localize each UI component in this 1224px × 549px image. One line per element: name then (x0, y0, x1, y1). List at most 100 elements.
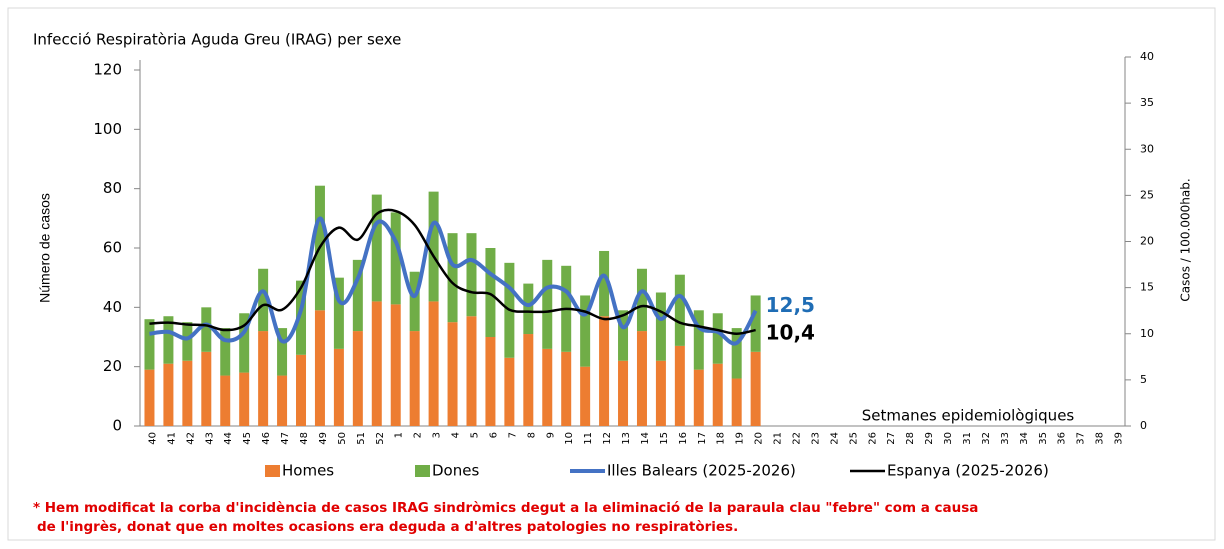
bar (428, 301, 439, 426)
bar (693, 310, 704, 370)
bar (655, 360, 666, 426)
line (149, 208, 756, 335)
bar (580, 366, 591, 426)
footnote: de l'ingrès, donat que en moltes ocasion… (37, 519, 738, 535)
x-tick-label: 43 (204, 432, 215, 445)
legend-label: Espanya (2025-2026) (887, 462, 1049, 480)
bar (277, 328, 288, 376)
bar (731, 378, 742, 426)
x-tick-label: 27 (886, 432, 897, 445)
x-tick-label: 26 (867, 432, 878, 445)
y-tick-label: 20 (103, 357, 122, 375)
bar (750, 351, 761, 426)
y-tick-label: 40 (103, 298, 122, 316)
y2-tick-label: 5 (1140, 373, 1147, 386)
bar (390, 212, 401, 305)
bar (409, 331, 420, 426)
value-label: 12,5 (766, 293, 815, 317)
bar (144, 369, 155, 426)
bar (674, 274, 685, 346)
bar (712, 363, 723, 426)
bar (636, 268, 647, 332)
x-tick-label: 42 (185, 432, 196, 445)
bar (599, 316, 610, 426)
x-tick-label: 44 (223, 432, 234, 445)
legend-label: Homes (282, 462, 334, 480)
x-tick-label: 35 (1038, 432, 1049, 445)
x-tick-label: 16 (678, 432, 689, 445)
y-tick-label: 100 (93, 120, 122, 138)
value-label: 10,4 (766, 321, 815, 345)
x-tick-label: 36 (1057, 432, 1068, 445)
legend-label: Illes Balears (2025-2026) (607, 462, 796, 480)
bar (485, 337, 496, 426)
bar (561, 351, 572, 426)
y2-tick-label: 0 (1140, 419, 1147, 432)
x-tick-label: 19 (735, 432, 746, 445)
x-tick-label: 17 (697, 432, 708, 445)
x-tick-label: 24 (829, 432, 840, 445)
bar (466, 233, 477, 317)
bar (258, 268, 269, 332)
bar (599, 250, 610, 317)
x-tick-label: 15 (659, 432, 670, 445)
x-tick-label: 7 (507, 432, 518, 438)
bar (201, 307, 212, 352)
bar (333, 348, 344, 426)
y-tick-label: 120 (93, 61, 122, 79)
bar (239, 313, 250, 373)
bar (731, 328, 742, 379)
x-tick-label: 20 (754, 432, 765, 445)
x-tick-label: 14 (640, 432, 651, 445)
bar (542, 259, 553, 349)
bar (163, 363, 174, 426)
footnote: * Hem modificat la corba d'incidència de… (33, 500, 978, 516)
y2-tick-label: 10 (1140, 327, 1154, 340)
bar (371, 301, 382, 426)
x-tick-label: 22 (792, 432, 803, 445)
bar (523, 283, 534, 335)
bar (712, 313, 723, 364)
bar (618, 360, 629, 426)
x-tick-label: 37 (1076, 432, 1087, 445)
x-tick-label: 18 (716, 432, 727, 445)
bar (220, 375, 231, 426)
x-tick-label: 46 (261, 432, 272, 445)
y2-tick-label: 40 (1140, 50, 1154, 63)
bar (144, 319, 155, 370)
bar (239, 372, 250, 426)
bar (580, 295, 591, 367)
bar (182, 360, 193, 426)
x-tick-label: 31 (962, 432, 973, 445)
x-tick-label: 11 (583, 432, 594, 445)
bar (277, 375, 288, 426)
y-tick-label: 80 (103, 179, 122, 197)
x-tick-label: 6 (488, 432, 499, 438)
x-tick-label: 4 (451, 432, 462, 438)
x-tick-label: 33 (1000, 432, 1011, 445)
bar (390, 304, 401, 426)
legend-swatch (415, 465, 430, 477)
y2-tick-label: 35 (1140, 96, 1154, 109)
bar (523, 334, 534, 426)
x-tick-label: 29 (924, 432, 935, 445)
bar (409, 271, 420, 332)
bar (333, 277, 344, 349)
bar (314, 310, 325, 426)
y2-axis-label: Casos / 100.000hab. (1179, 178, 1193, 301)
x-tick-label: 50 (337, 432, 348, 445)
x-tick-label: 45 (242, 432, 253, 445)
chart-title: Infecció Respiratòria Aguda Greu (IRAG) … (33, 31, 401, 49)
x-tick-label: 41 (166, 432, 177, 445)
y2-tick-label: 15 (1140, 281, 1154, 294)
y2-tick-label: 20 (1140, 235, 1154, 248)
bar (636, 331, 647, 426)
x-tick-label: 2 (413, 432, 424, 438)
bar (655, 292, 666, 361)
chart-frame (7, 7, 1216, 541)
x-tick-label: 1 (394, 432, 405, 438)
x-tick-label: 3 (432, 432, 443, 438)
bar (296, 280, 307, 355)
bar (485, 248, 496, 337)
bar (750, 295, 761, 352)
